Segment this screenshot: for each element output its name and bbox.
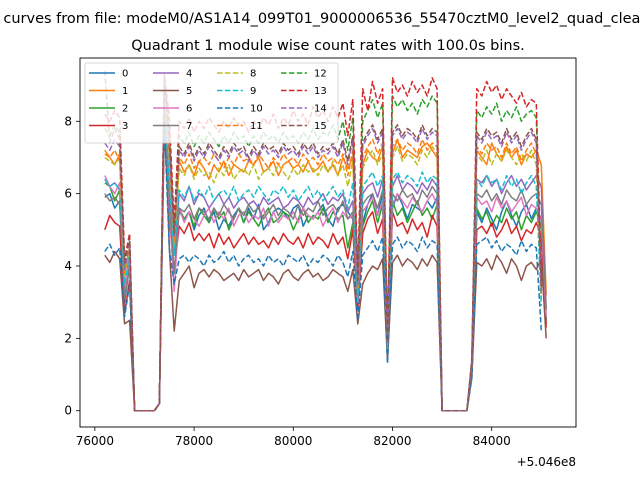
legend-item-9[interactable]: 9 — [217, 86, 256, 97]
legend-item-5[interactable]: 5 — [153, 86, 192, 97]
legend-item-6[interactable]: 6 — [153, 104, 192, 115]
legend-item-8[interactable]: 8 — [217, 69, 256, 80]
legend-item-0[interactable]: 0 — [89, 69, 128, 80]
x-tick-label: 80000 — [274, 434, 312, 448]
legend-item-10[interactable]: 10 — [217, 104, 263, 115]
legend-label: 10 — [250, 104, 263, 115]
y-tick-label: 8 — [64, 114, 72, 128]
y-tick-label: 4 — [64, 259, 72, 273]
legend-label: 4 — [186, 69, 192, 80]
series-line-14 — [104, 80, 543, 412]
legend-item-1[interactable]: 1 — [89, 86, 128, 97]
x-tick-label: 82000 — [373, 434, 411, 448]
legend-item-4[interactable]: 4 — [153, 69, 192, 80]
legend-label: 11 — [250, 121, 263, 132]
legend-label: 14 — [314, 104, 327, 115]
legend-item-13[interactable]: 13 — [281, 86, 327, 97]
y-tick-label: 0 — [64, 404, 72, 418]
x-tick-label: 84000 — [473, 434, 511, 448]
y-tick-label: 2 — [64, 331, 72, 345]
legend-item-2[interactable]: 2 — [89, 104, 128, 115]
legend-item-3[interactable]: 3 — [89, 121, 128, 132]
legend-label: 7 — [186, 121, 192, 132]
legend-label: 13 — [314, 86, 327, 97]
legend-label: 3 — [122, 121, 128, 132]
legend-label: 15 — [314, 121, 327, 132]
legend-label: 0 — [122, 69, 128, 80]
series-line-9 — [104, 98, 543, 412]
figure-suptitle: Light curves from file: modeM0/AS1A14_09… — [0, 11, 640, 27]
legend-item-7[interactable]: 7 — [153, 121, 192, 132]
legend-item-15[interactable]: 15 — [281, 121, 327, 132]
x-offset-label: +5.046e8 — [517, 455, 576, 469]
legend-box — [84, 62, 339, 144]
legend-label: 1 — [122, 86, 128, 97]
legend-label: 8 — [250, 69, 256, 80]
legend-label: 5 — [186, 86, 192, 97]
x-axis: 76000 78000 80000 82000 84000 — [76, 427, 511, 448]
legend-label: 6 — [186, 104, 192, 115]
y-axis: 0 2 4 6 8 — [64, 114, 80, 418]
chart-title: Quadrant 1 module wise count rates with … — [131, 38, 525, 54]
legend-label: 12 — [314, 69, 327, 80]
legend-item-11[interactable]: 11 — [217, 121, 263, 132]
legend-label: 9 — [250, 86, 256, 97]
x-tick-label: 78000 — [175, 434, 213, 448]
axes-frame — [79, 57, 577, 428]
legend-item-12[interactable]: 12 — [281, 69, 327, 80]
y-tick-label: 6 — [64, 187, 72, 201]
series-line-15 — [104, 70, 543, 412]
legend-item-14[interactable]: 14 — [281, 104, 327, 115]
x-tick-label: 76000 — [76, 434, 114, 448]
legend-label: 2 — [122, 104, 128, 115]
